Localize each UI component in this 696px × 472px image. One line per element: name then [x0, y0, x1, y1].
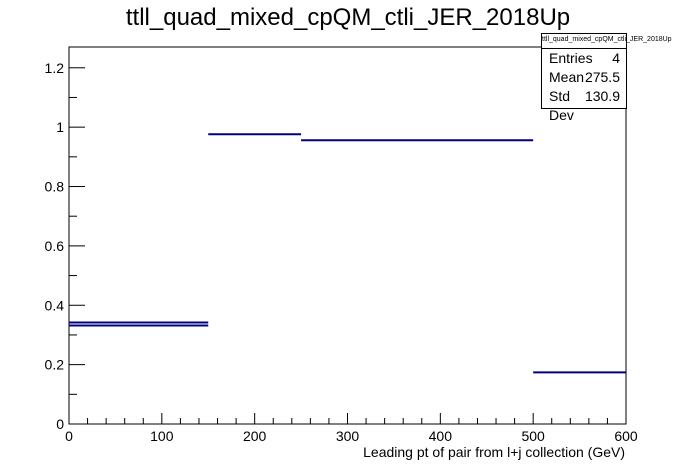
stats-row-mean: Mean 275.5	[542, 68, 626, 87]
stddev-label: Std Dev	[549, 88, 574, 123]
x-axis-label: Leading pt of pair from l+j collection (…	[363, 444, 625, 460]
x-tick-label: 600	[614, 428, 638, 444]
x-tick-label: 500	[521, 428, 545, 444]
x-tick-label: 100	[150, 428, 174, 444]
stats-box: ttll_quad_mixed_cpQM_ctli_JER_2018Up Ent…	[541, 33, 672, 123]
axis-ticks: 0 100 200 300 400 500 600 0 0.2 0.4 0.6 0.8 1 1.2	[45, 60, 638, 444]
y-tick-label: 0.6	[45, 238, 65, 254]
entries-label: Entries	[549, 50, 593, 66]
entries-value: 4	[612, 50, 620, 66]
stats-title: ttll_quad_mixed_cpQM_ctli_JER_2018Up	[542, 34, 672, 49]
y-tick-label: 0.4	[45, 297, 65, 313]
chart-title: ttll_quad_mixed_cpQM_ctli_JER_2018Up	[125, 4, 571, 31]
x-tick-label: 200	[243, 428, 267, 444]
mean-value: 275.5	[584, 69, 620, 85]
y-tick-label: 1.2	[45, 60, 65, 76]
histogram-bins	[69, 133, 626, 374]
y-tick-label: 0	[56, 416, 64, 432]
x-tick-label: 0	[65, 428, 73, 444]
x-tick-label: 300	[336, 428, 360, 444]
stats-row-stddev: Std Dev 130.9	[542, 87, 626, 123]
y-tick-label: 0.2	[45, 357, 65, 373]
x-tick-label: 400	[429, 428, 453, 444]
y-tick-label: 0.8	[45, 179, 65, 195]
stddev-value: 130.9	[584, 88, 620, 104]
mean-label: Mean	[549, 69, 585, 85]
stats-row-entries: Entries 4	[542, 49, 626, 68]
y-tick-label: 1	[56, 119, 64, 135]
